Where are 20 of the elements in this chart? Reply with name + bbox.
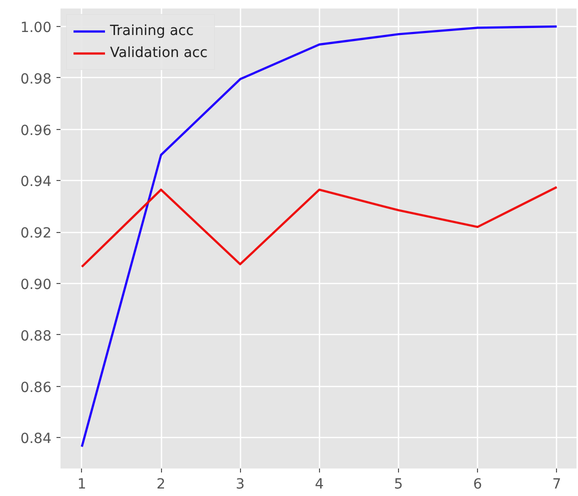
x-tick-label: 6 [473,476,482,492]
y-tick-label: 0.98 [20,71,52,88]
x-tick-label: 3 [236,476,245,492]
y-tick-label: 0.86 [20,380,52,396]
x-tick-label: 1 [77,476,86,492]
x-tick-label: 5 [394,476,403,492]
y-tick-label: 0.96 [20,122,52,139]
y-tick-label: 1.00 [20,20,52,36]
x-tick-label: 2 [156,476,166,492]
y-tick-label: 0.88 [20,328,52,344]
y-tick-label: 0.92 [20,226,52,242]
x-tick-label: 4 [314,476,324,492]
x-tick-label: 7 [552,476,562,492]
legend-label: Training acc [110,23,194,39]
line-series [80,25,558,448]
y-tick-label: 0.94 [20,174,52,190]
legend-label: Validation acc [110,45,208,61]
y-tick-label: 0.90 [20,276,52,293]
line-series [80,186,558,268]
y-tick-label: 0.84 [20,431,52,448]
